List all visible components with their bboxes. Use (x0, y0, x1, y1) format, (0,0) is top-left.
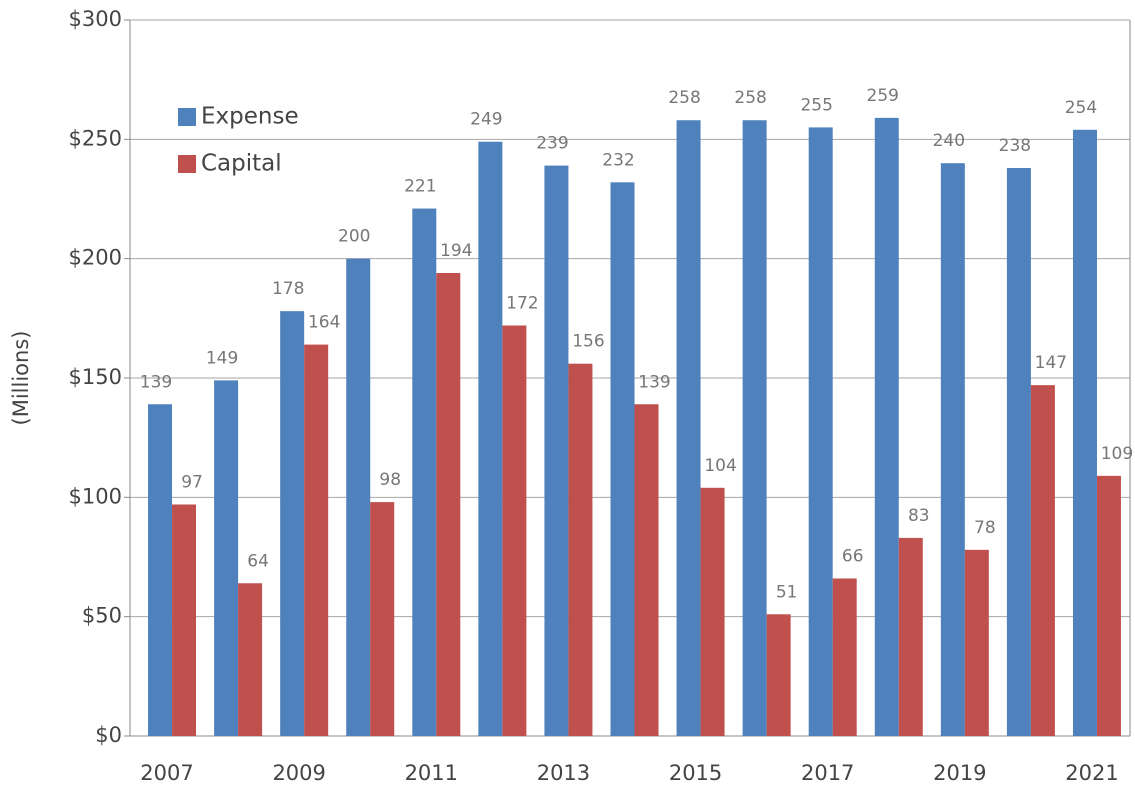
bar (940, 163, 965, 736)
x-tick-label: 2009 (272, 761, 325, 785)
bar (346, 258, 371, 736)
value-label: 156 (572, 332, 604, 352)
legend-swatch (178, 155, 196, 173)
x-tick-label: 2011 (405, 761, 458, 785)
bar (478, 141, 503, 737)
value-label: 178 (272, 279, 304, 299)
x-tick-label: 2015 (669, 761, 722, 785)
bar (304, 344, 329, 736)
value-label: 139 (638, 372, 670, 392)
value-label: 258 (734, 88, 766, 108)
bar (1072, 129, 1097, 736)
bar (964, 549, 989, 736)
value-label: 239 (536, 134, 568, 154)
x-tick-label: 2017 (801, 761, 854, 785)
value-label: 172 (506, 293, 538, 313)
value-label: 255 (800, 95, 832, 115)
y-tick-label: $0 (95, 723, 122, 747)
bar (1096, 475, 1121, 736)
bar (370, 502, 395, 736)
bar (808, 127, 833, 736)
bar (172, 504, 197, 736)
value-label: 97 (181, 472, 203, 492)
value-label: 249 (470, 110, 502, 130)
bar (280, 311, 305, 736)
value-label: 78 (974, 518, 996, 538)
legend-swatch (178, 108, 196, 126)
x-tick-label: 2007 (140, 761, 193, 785)
bar (742, 120, 767, 737)
bar (214, 380, 239, 736)
value-label: 109 (1101, 444, 1133, 464)
bar (148, 404, 173, 736)
y-tick-label: $200 (69, 246, 122, 270)
value-label: 104 (704, 456, 736, 476)
y-tick-label: $50 (82, 604, 122, 628)
value-label: 221 (404, 177, 436, 197)
value-label: 139 (140, 372, 172, 392)
value-label: 66 (842, 546, 864, 566)
bar (610, 182, 635, 736)
value-label: 51 (776, 582, 798, 602)
y-axis-label: (Millions) (9, 331, 33, 426)
value-label: 232 (602, 150, 634, 170)
value-label: 98 (379, 470, 401, 490)
bar (568, 363, 593, 736)
value-label: 254 (1065, 98, 1097, 118)
legend-label: Expense (201, 104, 299, 130)
value-label: 147 (1035, 353, 1067, 373)
value-label: 164 (308, 313, 340, 333)
value-label: 259 (867, 86, 899, 106)
value-label: 149 (206, 348, 238, 368)
value-label: 194 (440, 241, 472, 261)
bar (502, 325, 527, 736)
bar (634, 404, 659, 736)
bar (544, 165, 569, 736)
y-tick-label: $150 (69, 365, 122, 389)
value-label: 238 (999, 136, 1031, 156)
bar (238, 583, 263, 736)
bar (412, 208, 437, 737)
bar (1006, 167, 1031, 736)
value-label: 240 (933, 131, 965, 151)
bar (700, 487, 725, 736)
y-tick-label: $250 (69, 126, 122, 150)
x-tick-label: 2021 (1065, 761, 1118, 785)
value-label: 64 (247, 551, 269, 571)
bar (832, 578, 857, 736)
bar (676, 120, 701, 737)
bar (766, 614, 791, 736)
legend-label: Capital (201, 151, 282, 177)
value-label: 83 (908, 506, 930, 526)
x-tick-label: 2013 (537, 761, 590, 785)
x-tick-label: 2019 (933, 761, 986, 785)
y-tick-label: $300 (69, 7, 122, 31)
bar (1030, 385, 1055, 736)
bar (898, 537, 923, 736)
bar (436, 272, 461, 736)
y-tick-label: $100 (69, 484, 122, 508)
value-label: 200 (338, 227, 370, 247)
bar (874, 117, 899, 736)
value-label: 258 (668, 88, 700, 108)
